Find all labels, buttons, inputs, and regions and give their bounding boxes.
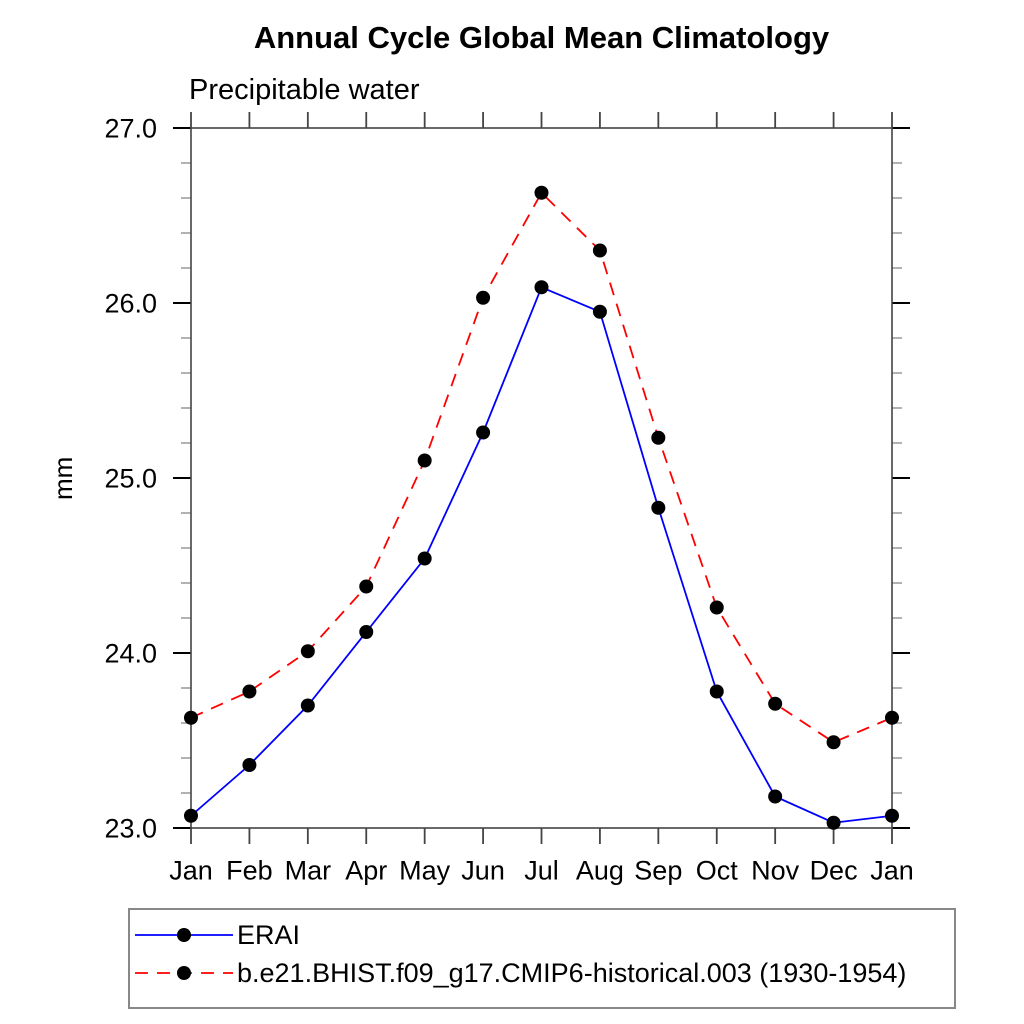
x-tick-label: Nov xyxy=(751,855,800,885)
x-tick-label: Dec xyxy=(810,855,858,885)
data-point-marker-0 xyxy=(242,758,257,772)
chart-subtitle: Precipitable water xyxy=(189,74,420,106)
x-tick-label: Apr xyxy=(345,855,387,885)
legend-line-icon xyxy=(135,928,233,942)
data-point-marker-0 xyxy=(709,684,724,699)
x-tick-label: Feb xyxy=(226,855,273,885)
data-point-marker-0 xyxy=(476,425,491,440)
data-point-marker-1 xyxy=(651,430,666,445)
data-point-marker-0 xyxy=(826,815,841,830)
x-tick-label: May xyxy=(399,855,451,885)
legend-item-erai: ERAI xyxy=(130,916,954,954)
data-point-marker-1 xyxy=(242,684,257,699)
series-line-1 xyxy=(190,191,893,744)
data-point-marker-0 xyxy=(885,808,899,823)
data-point-marker-1 xyxy=(417,453,432,468)
data-point-marker-1 xyxy=(885,710,899,725)
data-point-marker-1 xyxy=(768,696,783,711)
data-point-marker-0 xyxy=(651,500,666,515)
legend-label: b.e21.BHIST.f09_g17.CMIP6-historical.003… xyxy=(237,957,907,988)
data-point-marker-1 xyxy=(300,644,315,659)
x-tick-label: Mar xyxy=(285,855,332,885)
x-tick-label: Aug xyxy=(576,855,624,885)
data-point-marker-1 xyxy=(476,290,491,305)
x-tick-label: Sep xyxy=(634,855,682,885)
series-line-0 xyxy=(190,286,893,824)
y-tick-label: 24.0 xyxy=(104,638,157,668)
legend-line-icon xyxy=(135,966,233,980)
data-point-marker-1 xyxy=(826,735,841,750)
data-point-marker-0 xyxy=(359,625,374,639)
legend-label: ERAI xyxy=(237,919,301,950)
chart-title: Annual Cycle Global Mean Climatology xyxy=(253,20,830,55)
x-tick-label: Jan xyxy=(169,855,213,885)
y-tick-label: 26.0 xyxy=(104,288,157,318)
x-tick-label: Jul xyxy=(524,855,559,885)
data-point-marker-1 xyxy=(534,185,549,200)
data-point-marker-0 xyxy=(417,551,432,566)
y-tick-label: 23.0 xyxy=(104,813,157,843)
y-tick-label: 27.0 xyxy=(104,113,157,143)
x-tick-label: Jan xyxy=(870,855,914,885)
data-point-marker-0 xyxy=(592,304,607,319)
plot-frame xyxy=(190,127,893,829)
legend-item-model: b.e21.BHIST.f09_g17.CMIP6-historical.003… xyxy=(130,954,954,992)
data-point-marker-1 xyxy=(359,579,374,594)
data-point-marker-0 xyxy=(534,280,549,295)
data-point-marker-0 xyxy=(300,698,315,713)
x-tick-label: Jun xyxy=(461,855,505,885)
data-point-marker-0 xyxy=(184,808,198,823)
x-tick-label: Oct xyxy=(696,855,739,885)
legend-box: ERAI b.e21.BHIST.f09_g17.CMIP6-historica… xyxy=(128,908,956,1009)
data-point-marker-1 xyxy=(709,600,724,615)
y-tick-label: 25.0 xyxy=(104,463,157,493)
data-point-marker-0 xyxy=(768,789,783,804)
data-point-marker-1 xyxy=(184,710,198,725)
data-point-marker-1 xyxy=(592,243,607,258)
